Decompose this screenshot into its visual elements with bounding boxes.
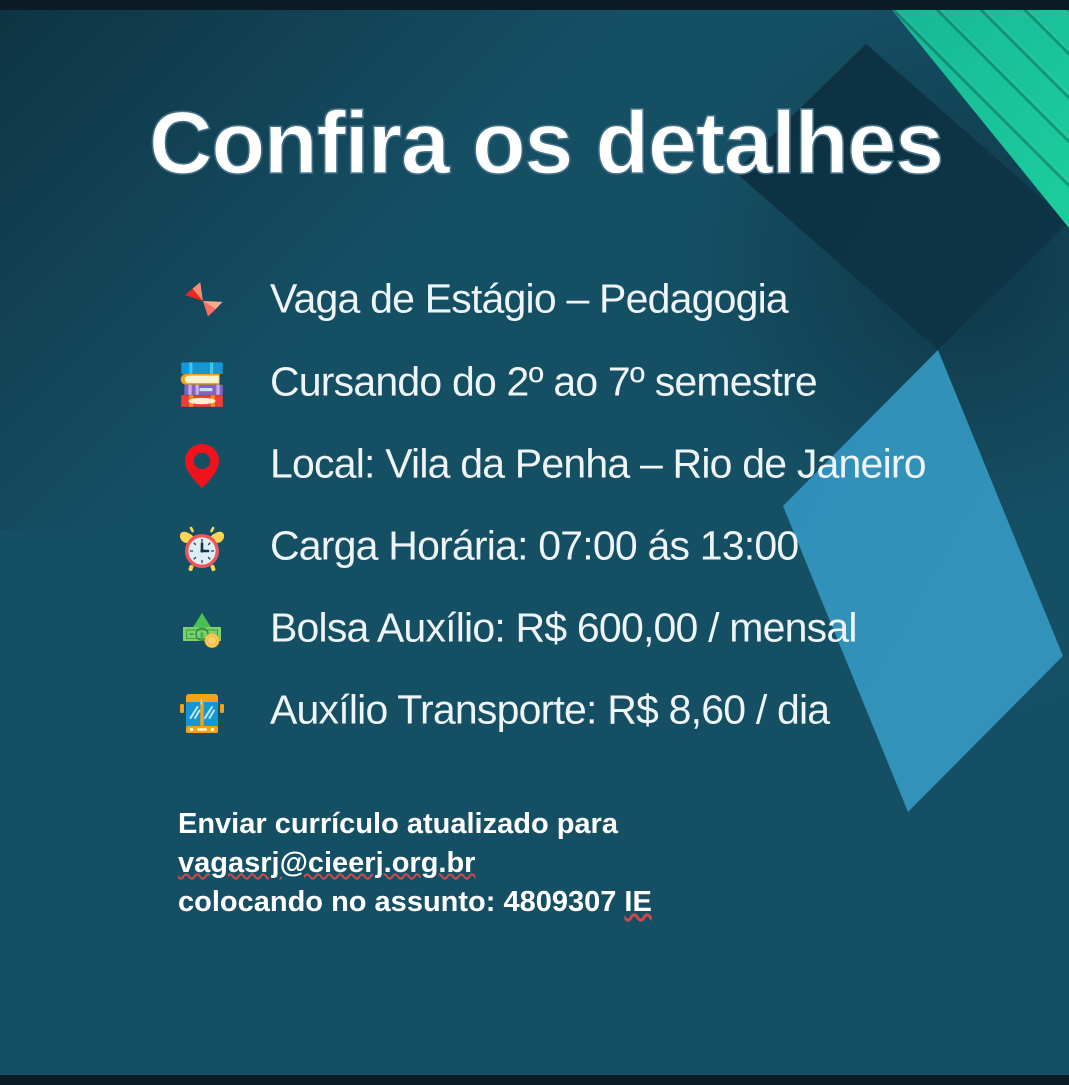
svg-text:$: $ xyxy=(200,632,204,639)
